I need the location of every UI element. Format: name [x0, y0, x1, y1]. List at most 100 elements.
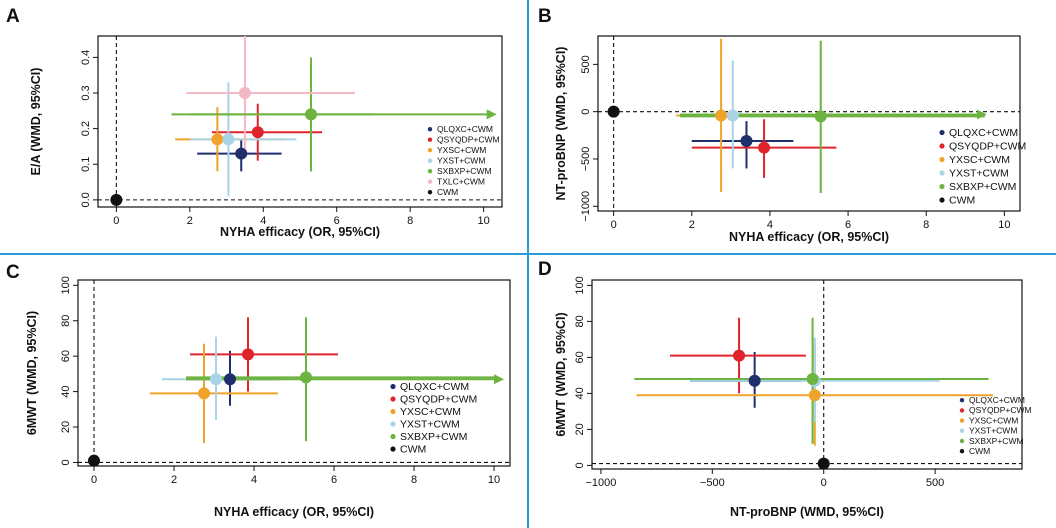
x-tick-label: 10 [478, 215, 490, 227]
x-tick-label: 0 [113, 215, 119, 227]
point-txlc-cwm [238, 87, 251, 99]
panel-b: B 0 2 4 6 8 10 −1000 −500 0 500 NYHA efficacy (OR, … [538, 6, 1026, 244]
legend-marker [390, 446, 396, 452]
x-tick-label: 0 [91, 474, 97, 486]
series-marks [88, 317, 504, 467]
legend: QLQXC+CWMQSYQDP+CWMYXSC+CWMYXST+CWMSXBXP… [939, 127, 1026, 207]
plot-frame [97, 35, 503, 208]
legend-label: YXST+CWM [400, 419, 460, 431]
panel-label: C [6, 262, 20, 283]
legend-marker [959, 448, 965, 454]
x-tick-label: 10 [488, 474, 500, 486]
y-tick-label: 20 [60, 421, 72, 433]
point-yxsc-cwm [808, 389, 821, 402]
y-tick-label: −1000 [580, 191, 592, 222]
point-qlqxc-cwm [740, 135, 753, 147]
legend-label: QSYQDP+CWM [969, 405, 1032, 415]
x-axis-title: NYHA efficacy (OR, 95%CI) [220, 225, 380, 239]
x-axis-title: NYHA efficacy (OR, 95%CI) [729, 230, 889, 244]
legend-label: SXBXP+CWM [400, 431, 467, 443]
x-tick-label: 0 [821, 477, 827, 489]
legend-marker [427, 179, 433, 184]
legend-label: SXBXP+CWM [949, 181, 1016, 193]
legend-label: YXSC+CWM [969, 415, 1018, 425]
point-sxbxp-cwm [305, 108, 318, 121]
legend-marker [390, 421, 396, 427]
legend-label: QLQXC+CWM [437, 124, 493, 134]
y-tick-label: 80 [60, 315, 72, 327]
panel-label: B [538, 6, 552, 27]
y-tick-label: 80 [574, 315, 586, 327]
legend-marker [390, 408, 396, 415]
point-cwm [110, 193, 123, 206]
point-yxst-cwm [222, 133, 235, 146]
y-tick-label: 60 [574, 351, 586, 363]
point-yxst-cwm [726, 109, 739, 122]
x-tick-label: 10 [998, 219, 1010, 231]
x-tick-label: 6 [334, 215, 340, 227]
y-tick-label: 0 [574, 462, 586, 468]
legend-label: YXSC+CWM [949, 154, 1010, 166]
series-marks [607, 38, 987, 194]
x-axis-title: NYHA efficacy (OR, 95%CI) [214, 505, 374, 519]
legend-marker [427, 147, 433, 153]
point-qlqxc-cwm [235, 147, 248, 160]
legend-label: YXST+CWM [437, 156, 485, 166]
panel-a: A 0 2 4 6 8 10 0.0 0.1 0.2 0.3 0.4 NYHA efficacy (OR… [6, 6, 503, 239]
x-tick-label: 4 [251, 474, 257, 486]
plot-frame [77, 279, 511, 467]
point-sxbxp-cwm [806, 373, 819, 385]
legend-label: CWM [437, 187, 458, 197]
y-tick-label: 20 [574, 423, 586, 435]
panel-label: A [6, 6, 20, 27]
x-tick-label: 2 [187, 215, 193, 227]
legend-label: CWM [949, 195, 975, 207]
series-marks [110, 36, 497, 206]
x-tick-label: 6 [331, 474, 337, 486]
point-sxbxp-cwm [814, 110, 827, 123]
vertical-divider [527, 0, 529, 528]
x-tick-label: 2 [689, 219, 695, 231]
y-tick-label: 40 [60, 385, 72, 397]
y-tick-label: 0.1 [80, 157, 92, 172]
legend-label: SXBXP+CWM [969, 436, 1024, 446]
x-tick-label: 4 [260, 215, 266, 227]
legend-marker [427, 137, 433, 142]
legend-label: QLQXC+CWM [949, 127, 1018, 139]
legend-marker [427, 158, 433, 163]
y-tick-label: 0.4 [80, 50, 92, 65]
point-yxsc-cwm [198, 387, 210, 400]
horizontal-divider [0, 253, 1056, 255]
panel-label: D [538, 259, 552, 280]
panel-d: D −1000 −500 0 500 0 20 40 60 80 100 NT-proBNP (WMD… [538, 259, 1032, 519]
point-qsyqdp-cwm [242, 348, 254, 361]
legend: QLQXC+CWMQSYQDP+CWMYXSC+CWMYXST+CWMSXBXP… [427, 124, 500, 197]
legend-label: SXBXP+CWM [437, 166, 492, 176]
legend-label: CWM [969, 446, 990, 456]
legend-marker [959, 408, 965, 413]
y-tick-label: −500 [580, 147, 592, 172]
point-qlqxc-cwm [748, 374, 761, 387]
legend-label: YXST+CWM [949, 168, 1009, 180]
y-axis-title: 6MWT (WMD, 95%CI) [554, 312, 568, 436]
legend-marker [939, 143, 945, 149]
legend-marker [427, 168, 433, 174]
point-qsyqdp-cwm [251, 126, 264, 139]
x-tick-label: 6 [845, 219, 851, 231]
x-tick-label: −1000 [585, 477, 616, 489]
legend-label: CWM [400, 444, 426, 456]
y-tick-label: 0.3 [80, 85, 92, 100]
point-cwm [607, 105, 620, 118]
point-cwm [88, 454, 100, 467]
y-axis-title: NT-proBNP (WMD, 95%CI) [554, 47, 568, 201]
y-axis-title: E/A (WMD, 95%CI) [29, 68, 43, 176]
x-tick-label: 500 [926, 477, 944, 489]
legend-marker [939, 170, 945, 176]
y-tick-label: 0.0 [80, 192, 92, 207]
point-qsyqdp-cwm [758, 141, 771, 154]
legend-marker [427, 189, 433, 195]
legend-label: QLQXC+CWM [969, 395, 1025, 405]
legend: QLQXC+CWMQSYQDP+CWMYXSC+CWMYXST+CWMSXBXP… [390, 381, 477, 456]
legend-label: YXSC+CWM [437, 145, 486, 155]
